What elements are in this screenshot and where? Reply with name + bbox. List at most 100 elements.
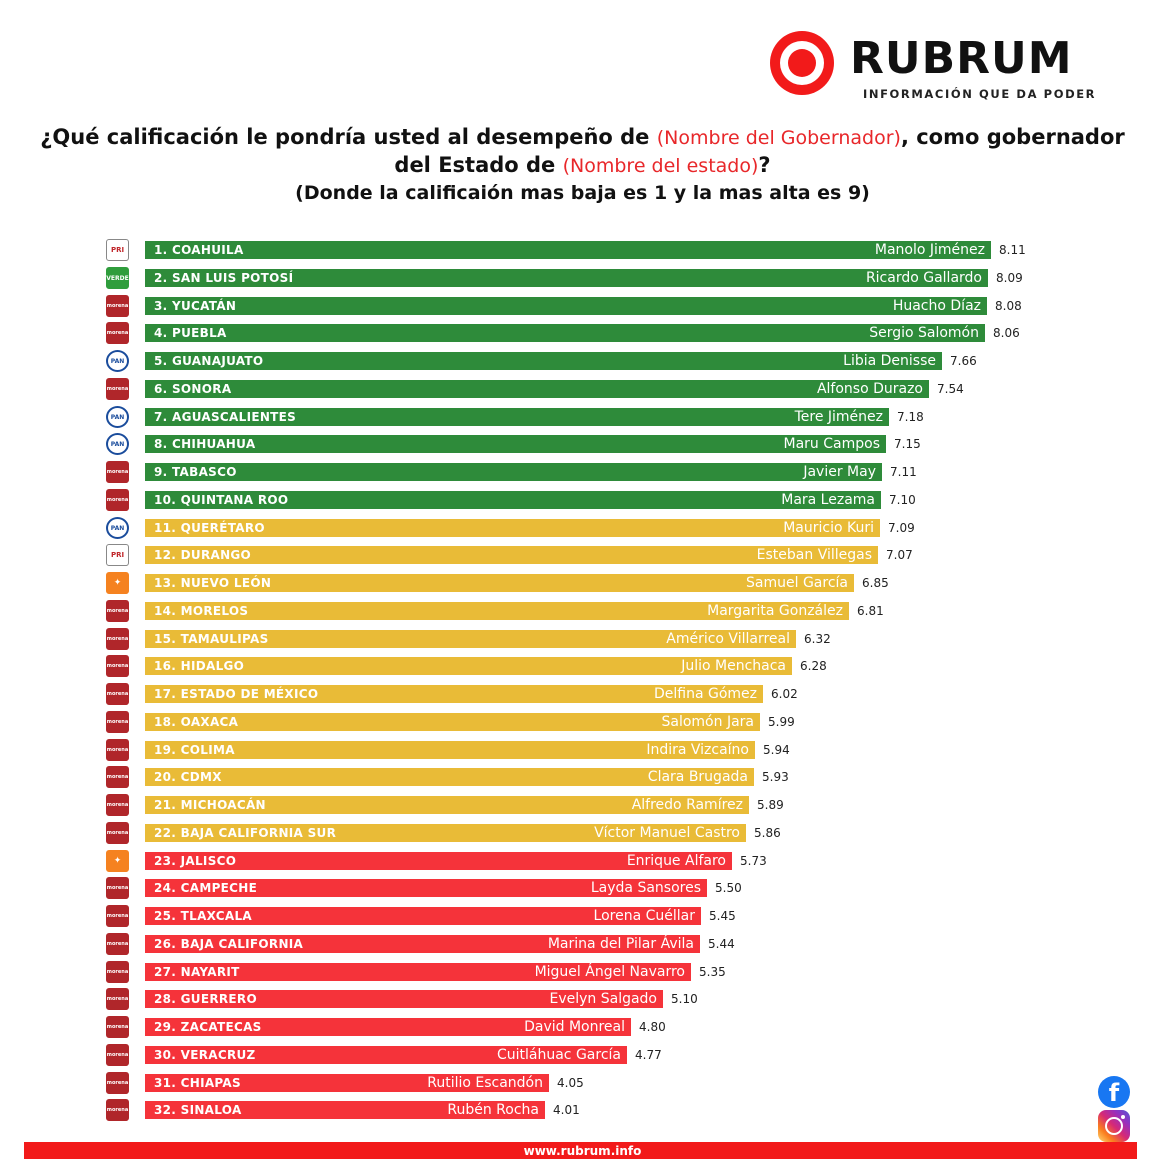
party-badge-pan-icon: PAN (106, 350, 129, 372)
bar-governor-label: Sergio Salomón (869, 325, 979, 341)
bar-governor-label: Alfonso Durazo (816, 381, 923, 397)
bar-state-label: 9. TABASCO (154, 465, 237, 479)
bar-20 (145, 768, 754, 786)
party-badge-verde-icon: VERDE (106, 267, 129, 289)
bar-6 (145, 380, 929, 398)
bar-value-label: 7.07 (886, 548, 913, 562)
bar-2 (145, 269, 988, 287)
bar-state-label: 28. GUERRERO (154, 992, 257, 1006)
bar-5 (145, 352, 942, 370)
bar-12 (145, 546, 878, 564)
instagram-icon[interactable] (1098, 1110, 1130, 1142)
question-part-1: ¿Qué calificación le pondría usted al de… (40, 125, 657, 149)
bar-state-label: 16. HIDALGO (154, 659, 245, 673)
bar-value-label: 7.15 (894, 437, 921, 451)
bar-governor-label: Ricardo Gallardo (865, 270, 982, 286)
bar-governor-label: Clara Brugada (647, 769, 748, 785)
bar-18 (145, 713, 760, 731)
footer-url[interactable]: www.rubrum.info (523, 1144, 642, 1158)
party-badge-pan-icon: PAN (106, 433, 129, 455)
bar-value-label: 5.94 (763, 743, 790, 757)
bar-state-label: 29. ZACATECAS (154, 1020, 262, 1034)
bar-governor-label: Cuitláhuac García (496, 1047, 621, 1063)
bar-governor-label: Lorena Cuéllar (593, 908, 695, 924)
bar-11 (145, 519, 880, 537)
party-badge-morena-icon: morena (106, 683, 129, 705)
bar-14 (145, 602, 849, 620)
bar-state-label: 8. CHIHUAHUA (154, 437, 256, 451)
bar-governor-label: Esteban Villegas (756, 547, 872, 563)
facebook-icon[interactable]: f (1098, 1076, 1130, 1108)
bar-17 (145, 685, 763, 703)
bar-value-label: 8.08 (995, 299, 1022, 313)
bar-value-label: 5.50 (715, 881, 742, 895)
party-badge-morena-icon: morena (106, 655, 129, 677)
party-badge-morena-icon: morena (106, 739, 129, 761)
bar-state-label: 4. PUEBLA (154, 326, 227, 340)
bar-value-label: 5.93 (762, 770, 789, 784)
bar-governor-label: Miguel Ángel Navarro (534, 964, 685, 980)
chart-question: ¿Qué calificación le pondría usted al de… (20, 124, 1145, 180)
bar-value-label: 5.35 (699, 965, 726, 979)
bar-29 (145, 1018, 631, 1036)
bar-32 (145, 1101, 545, 1119)
bar-26 (145, 935, 700, 953)
bar-8 (145, 435, 886, 453)
party-badge-morena-icon: morena (106, 295, 129, 317)
party-badge-morena-icon: morena (106, 988, 129, 1010)
bar-value-label: 6.85 (862, 576, 889, 590)
bar-27 (145, 963, 691, 981)
bar-value-label: 8.09 (996, 271, 1023, 285)
bar-value-label: 4.80 (639, 1020, 666, 1034)
bar-governor-label: Enrique Alfaro (626, 853, 726, 869)
bar-governor-label: Marina del Pilar Ávila (547, 936, 694, 952)
party-badge-morena-icon: morena (106, 822, 129, 844)
brand-name: RUBRUM (850, 33, 1073, 84)
question-governor-placeholder: (Nombre del Gobernador) (656, 127, 901, 149)
bar-governor-label: Evelyn Salgado (549, 991, 657, 1007)
bar-value-label: 5.99 (768, 715, 795, 729)
question-part-3: ? (758, 153, 771, 177)
bar-governor-label: Indira Vizcaíno (646, 742, 749, 758)
bar-state-label: 31. CHIAPAS (154, 1076, 241, 1090)
footer-bar (24, 1142, 1137, 1159)
party-badge-mc-icon: ✦ (106, 572, 129, 594)
bar-value-label: 4.01 (553, 1103, 580, 1117)
bar-value-label: 6.02 (771, 687, 798, 701)
bar-value-label: 5.10 (671, 992, 698, 1006)
bar-21 (145, 796, 749, 814)
bar-governor-label: Mara Lezama (781, 492, 875, 508)
party-badge-morena-icon: morena (106, 489, 129, 511)
bar-governor-label: Julio Menchaca (681, 658, 786, 674)
bar-value-label: 7.54 (937, 382, 964, 396)
bar-state-label: 32. SINALOA (154, 1103, 242, 1117)
bar-1 (145, 241, 991, 259)
bar-value-label: 5.89 (757, 798, 784, 812)
bar-governor-label: Samuel García (746, 575, 848, 591)
bar-31 (145, 1074, 549, 1092)
bar-value-label: 7.66 (950, 354, 977, 368)
party-badge-morena-icon: morena (106, 1016, 129, 1038)
bar-governor-label: Américo Villarreal (666, 631, 790, 647)
bar-7 (145, 408, 889, 426)
bar-25 (145, 907, 701, 925)
bar-governor-label: Alfredo Ramírez (631, 797, 743, 813)
bar-governor-label: Maru Campos (783, 436, 880, 452)
question-state-placeholder: (Nombre del estado) (562, 155, 759, 177)
bar-state-label: 21. MICHOACÁN (154, 798, 266, 812)
bar-10 (145, 491, 881, 509)
bar-value-label: 8.06 (993, 326, 1020, 340)
bar-state-label: 7. AGUASCALIENTES (154, 410, 297, 424)
bar-3 (145, 297, 987, 315)
bar-state-label: 17. ESTADO DE MÉXICO (154, 687, 319, 701)
bar-state-label: 10. QUINTANA ROO (154, 493, 289, 507)
party-badge-morena-icon: morena (106, 1099, 129, 1121)
bar-value-label: 6.81 (857, 604, 884, 618)
bar-state-label: 1. COAHUILA (154, 243, 244, 257)
bar-state-label: 26. BAJA CALIFORNIA (154, 937, 304, 951)
bar-value-label: 8.11 (999, 243, 1026, 257)
bar-state-label: 5. GUANAJUATO (154, 354, 264, 368)
bar-value-label: 7.11 (890, 465, 917, 479)
bar-governor-label: Rutilio Escandón (427, 1075, 543, 1091)
party-badge-morena-icon: morena (106, 794, 129, 816)
